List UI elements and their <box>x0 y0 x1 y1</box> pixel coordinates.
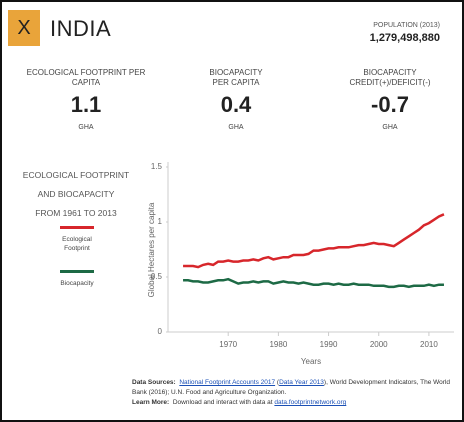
legend-label: Ecological Footprint <box>62 236 92 252</box>
y-tick-label: 0.5 <box>151 272 163 281</box>
close-button[interactable]: X <box>8 10 40 46</box>
y-tick-label: 1.5 <box>151 162 163 171</box>
stat-value: 0.4 <box>220 92 252 117</box>
legend-swatch <box>60 226 94 229</box>
x-tick-label: 2000 <box>370 340 388 349</box>
footer: Data Sources: National Footprint Account… <box>132 378 452 408</box>
sources-text: ( <box>276 379 280 386</box>
source-link[interactable]: Data Year 2013 <box>279 379 324 386</box>
stat-label: ECOLOGICAL FOOTPRINT PER CAPITA <box>26 68 146 87</box>
learn-text: Download and interact with data at <box>172 399 273 406</box>
learn-link[interactable]: data.footprintnetwork.org <box>274 399 347 406</box>
chart-description: ECOLOGICAL FOOTPRINT AND BIOCAPACITY FRO… <box>16 166 136 223</box>
y-tick-label: 1 <box>158 217 163 226</box>
population-value: 1,279,498,880 <box>369 32 440 44</box>
legend-label: Biocapacity <box>60 280 94 287</box>
x-tick-label: 1970 <box>219 340 237 349</box>
series-line <box>183 213 445 269</box>
stat-unit: GHA <box>228 124 244 131</box>
country-name: INDIA <box>50 16 112 41</box>
stat-value: -0.7 <box>371 92 409 117</box>
source-link[interactable]: National Footprint Accounts 2017 <box>179 379 276 386</box>
sources-text: ), World Development Indicators, The Wor… <box>132 379 451 396</box>
x-tick-label: 1990 <box>320 340 338 349</box>
legend-item: Biocapacity <box>42 270 112 288</box>
stat: BIOCAPACITY CREDIT(+)/DEFICIT(-) -0.7 GH… <box>320 68 460 131</box>
stat-value: 1.1 <box>70 92 102 117</box>
stat-label: BIOCAPACITY CREDIT(+)/DEFICIT(-) <box>349 68 431 87</box>
legend-item: Ecological Footprint <box>42 226 112 253</box>
y-axis-label: Global Hectares per capita <box>147 202 156 297</box>
stat-unit: GHA <box>78 124 94 131</box>
stat-label: BIOCAPACITY PER CAPITA <box>209 68 263 87</box>
sources-label: Data Sources: <box>132 379 176 386</box>
description-line: AND BIOCAPACITY <box>37 189 115 199</box>
population-label: POPULATION (2013) <box>373 22 440 29</box>
learn-label: Learn More: <box>132 399 170 406</box>
legend-swatch <box>60 270 94 273</box>
x-tick-label: 2010 <box>420 340 438 349</box>
description-line: FROM 1961 TO 2013 <box>35 208 117 218</box>
stat-unit: GHA <box>382 124 398 131</box>
x-axis-label: Years <box>301 357 321 366</box>
description-line: ECOLOGICAL FOOTPRINT <box>22 170 130 180</box>
y-tick-label: 0 <box>158 327 163 336</box>
x-tick-label: 1980 <box>269 340 287 349</box>
stat: BIOCAPACITY PER CAPITA 0.4 GHA <box>166 68 306 131</box>
stat: ECOLOGICAL FOOTPRINT PER CAPITA 1.1 GHA <box>16 68 156 131</box>
series-line <box>183 277 444 289</box>
